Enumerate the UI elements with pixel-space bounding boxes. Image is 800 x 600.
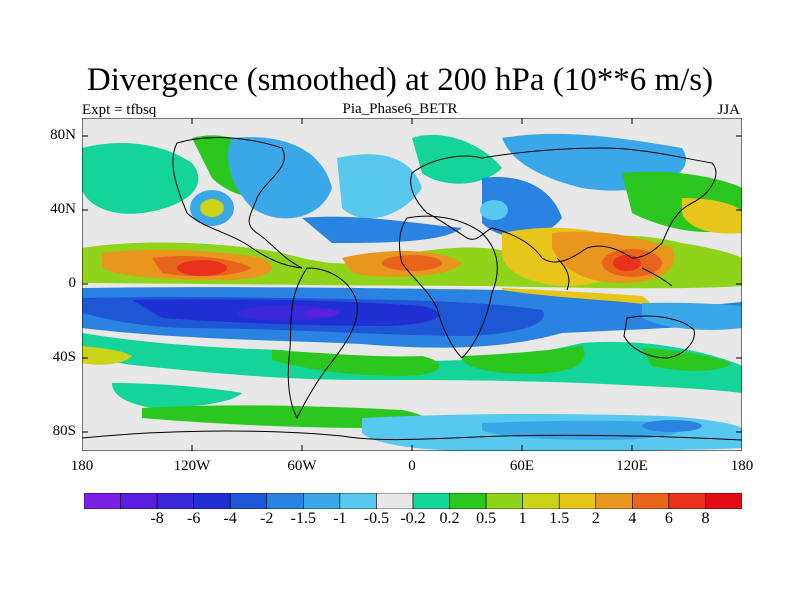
colorbar-swatch-9 <box>412 493 450 509</box>
colorbar <box>84 493 742 509</box>
colorbar-label: 1 <box>518 510 527 527</box>
lon-label-120e: 120E <box>616 458 648 474</box>
contour-region <box>142 405 427 428</box>
contour-region <box>302 216 462 243</box>
colorbar-label: -6 <box>186 510 201 527</box>
map-panel <box>82 118 742 451</box>
contour-region <box>642 302 742 330</box>
lon-label-60e: 60E <box>509 458 535 474</box>
lon-label-180w: 180 <box>70 458 94 474</box>
colorbar-label: -1.5 <box>290 510 316 527</box>
plot-title: Divergence (smoothed) at 200 hPa (10**6 … <box>86 62 714 98</box>
contour-region <box>112 383 242 408</box>
lat-label-80n: 80N <box>50 127 76 143</box>
contour-region <box>482 177 562 238</box>
colorbar-swatch-8 <box>376 493 414 509</box>
contour-region <box>682 198 742 234</box>
colorbar-swatch-6 <box>303 493 341 509</box>
colorbar-label: 4 <box>628 510 637 527</box>
colorbar-label: 6 <box>664 510 673 527</box>
colorbar-label: 1.5 <box>549 510 570 527</box>
colorbar-swatch-16 <box>668 493 706 509</box>
colorbar-label: -2 <box>260 510 274 527</box>
colorbar-label: 0.2 <box>439 510 460 527</box>
contour-region <box>177 260 227 276</box>
contour-region <box>412 134 502 184</box>
colorbar-label: 8 <box>701 510 710 527</box>
lat-label-40s: 40S <box>52 349 76 365</box>
contour-region <box>272 350 440 376</box>
colorbar-swatch-3 <box>193 493 231 509</box>
colorbar-label: -0.2 <box>400 510 426 527</box>
colorbar-swatch-0 <box>84 493 121 509</box>
colorbar-swatch-13 <box>558 493 597 509</box>
lon-label-0: 0 <box>408 458 416 474</box>
contour-region <box>382 255 442 271</box>
colorbar-label: -8 <box>150 510 164 527</box>
contour-region <box>228 137 332 219</box>
contour-region <box>462 346 585 374</box>
contour-region <box>642 348 732 371</box>
colorbar-swatch-17 <box>705 493 742 509</box>
colorbar-swatch-10 <box>449 493 487 509</box>
colorbar-label: -4 <box>223 510 237 527</box>
contour-region <box>613 255 641 271</box>
contour-region <box>82 143 199 214</box>
experiment-label: Expt = tfbsq <box>82 102 157 118</box>
colorbar-swatch-15 <box>632 493 670 509</box>
lon-label-120w: 120W <box>173 458 211 474</box>
contour-region <box>304 309 340 317</box>
lon-label-60w: 60W <box>287 458 317 474</box>
colorbar-label: 2 <box>591 510 600 527</box>
colorbar-label: 0.5 <box>476 510 497 527</box>
contour-region <box>200 199 224 217</box>
contour-region <box>237 305 337 321</box>
coastlines <box>82 137 742 441</box>
colorbar-swatch-1 <box>120 493 158 509</box>
colorbar-swatch-12 <box>522 493 560 509</box>
colorbar-swatch-7 <box>339 493 377 509</box>
colorbar-swatch-11 <box>485 493 523 509</box>
lat-label-eq: 0 <box>68 275 77 291</box>
lon-label-180e: 180 <box>730 458 754 474</box>
lat-label-80s: 80S <box>52 423 76 439</box>
contour-region <box>642 420 702 432</box>
contour-region <box>480 200 508 220</box>
lat-label-40n: 40N <box>50 201 76 217</box>
colorbar-label: -0.5 <box>363 510 390 527</box>
contour-region <box>82 346 132 365</box>
colorbar-label: -1 <box>333 510 347 527</box>
case-label: Pia_Phase6_BETR <box>342 101 458 117</box>
colorbar-swatch-5 <box>266 493 304 509</box>
colorbar-swatch-4 <box>229 493 268 509</box>
contour-region <box>337 154 422 219</box>
season-label: JJA <box>717 102 740 118</box>
colorbar-swatch-2 <box>156 493 194 509</box>
tick-marks <box>82 118 742 451</box>
colorbar-swatch-14 <box>595 493 633 509</box>
contour-region <box>82 427 212 448</box>
